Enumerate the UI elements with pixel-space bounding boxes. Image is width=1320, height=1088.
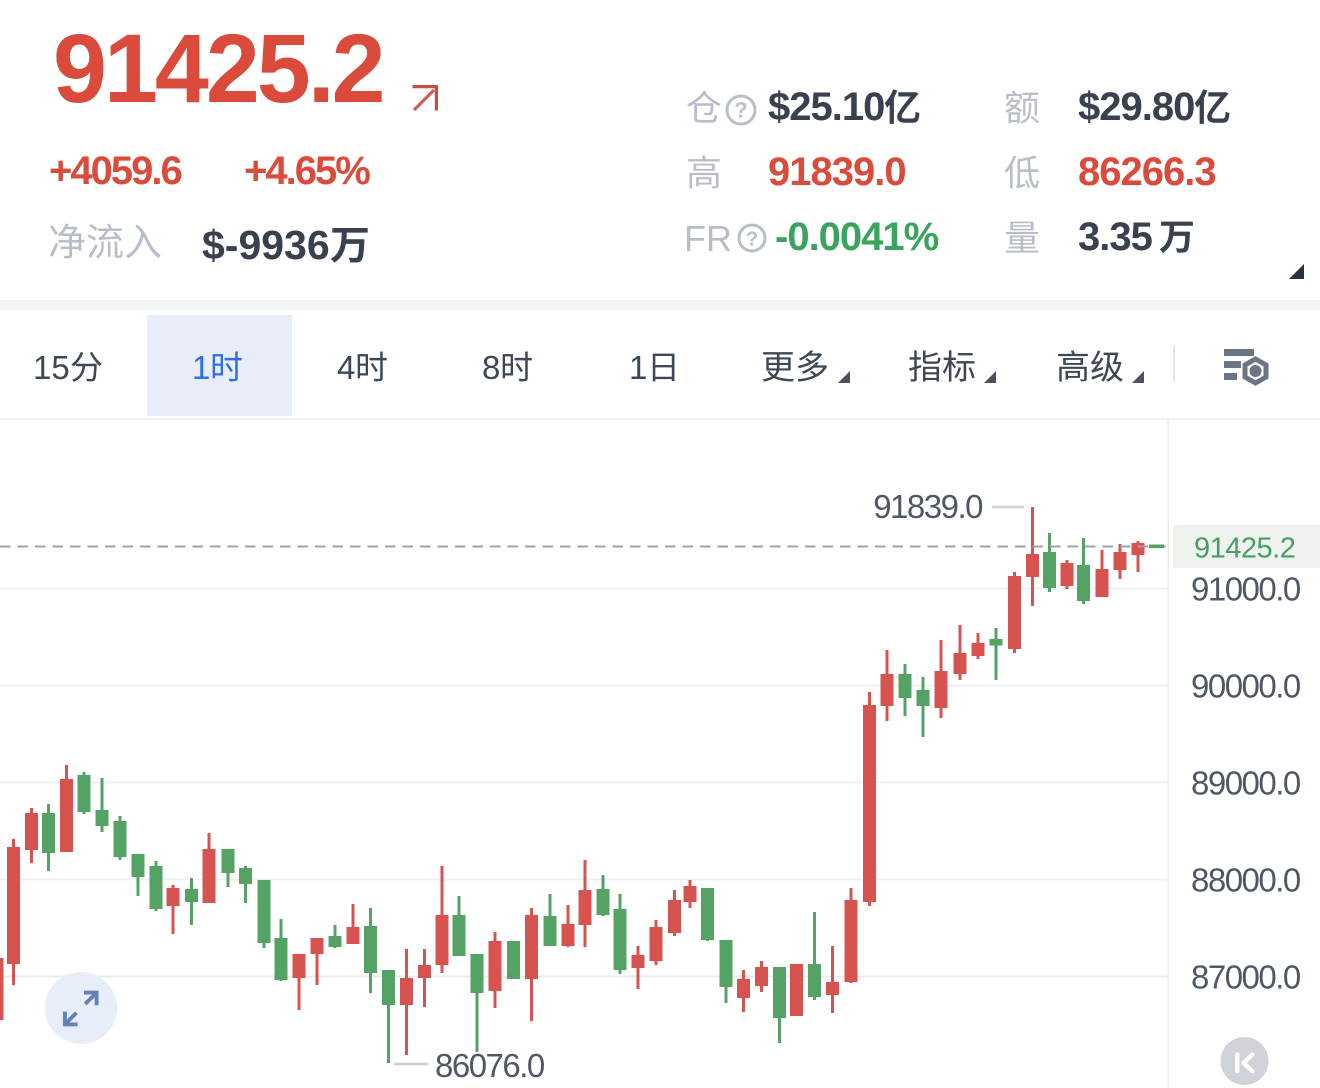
svg-text:91000.0: 91000.0 [1191, 571, 1301, 608]
svg-text:90000.0: 90000.0 [1191, 668, 1301, 705]
svg-text:?: ? [746, 229, 758, 251]
svg-text:87000.0: 87000.0 [1191, 959, 1301, 996]
svg-text:91425.2: 91425.2 [1194, 533, 1295, 565]
svg-text:88000.0: 88000.0 [1191, 862, 1301, 899]
svg-text:91839.0: 91839.0 [873, 488, 983, 525]
svg-text:?: ? [734, 98, 747, 123]
svg-text:86076.0: 86076.0 [435, 1047, 545, 1084]
svg-text:89000.0: 89000.0 [1191, 765, 1301, 802]
